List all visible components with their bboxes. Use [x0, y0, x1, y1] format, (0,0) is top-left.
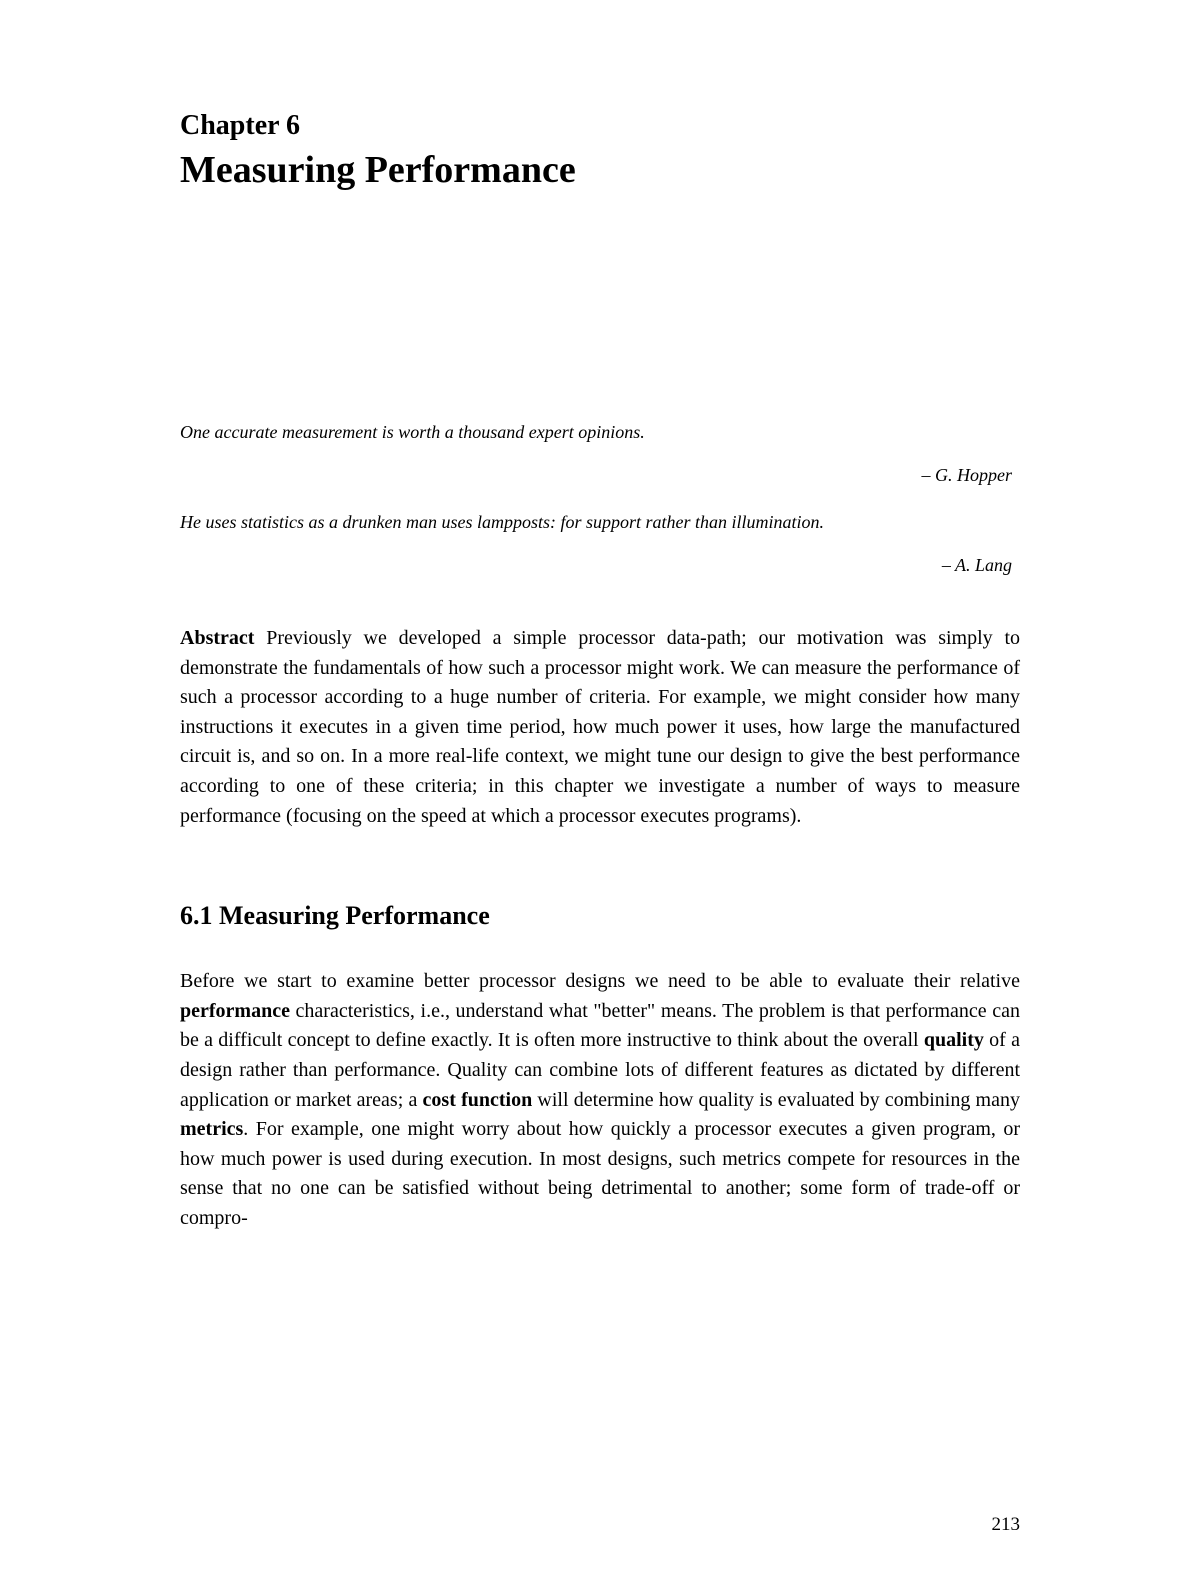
epigraph-2: He uses statistics as a drunken man uses… — [180, 512, 1020, 576]
body-text: characteristics, i.e., understand what "… — [180, 1000, 1020, 1052]
chapter-title: Measuring Performance — [180, 148, 1020, 192]
section-heading: 6.1 Measuring Performance — [180, 901, 1020, 931]
term-performance: performance — [180, 1000, 290, 1022]
term-metrics: metrics — [180, 1118, 243, 1140]
body-text: will determine how quality is evaluated … — [532, 1089, 1020, 1111]
page: Chapter 6 Measuring Performance One accu… — [0, 0, 1200, 1234]
body-paragraph: Before we start to examine better proces… — [180, 967, 1020, 1233]
section-title: Measuring Performance — [219, 901, 490, 930]
body-text: Before we start to examine better proces… — [180, 970, 1020, 992]
section-number: 6.1 — [180, 901, 213, 930]
epigraph-1: One accurate measurement is worth a thou… — [180, 422, 1020, 486]
abstract-text: Previously we developed a simple process… — [180, 627, 1020, 827]
epigraph-text: He uses statistics as a drunken man uses… — [180, 512, 1020, 533]
body-text: . For example, one might worry about how… — [180, 1118, 1020, 1229]
epigraph-attribution: – G. Hopper — [180, 465, 1020, 486]
epigraph-attribution: – A. Lang — [180, 555, 1020, 576]
chapter-label: Chapter 6 — [180, 110, 1020, 142]
term-quality: quality — [924, 1029, 984, 1051]
epigraph-text: One accurate measurement is worth a thou… — [180, 422, 1020, 443]
abstract: Abstract Previously we developed a simpl… — [180, 624, 1020, 831]
abstract-label: Abstract — [180, 627, 254, 649]
page-number: 213 — [992, 1514, 1021, 1536]
term-cost-function: cost function — [423, 1089, 533, 1111]
